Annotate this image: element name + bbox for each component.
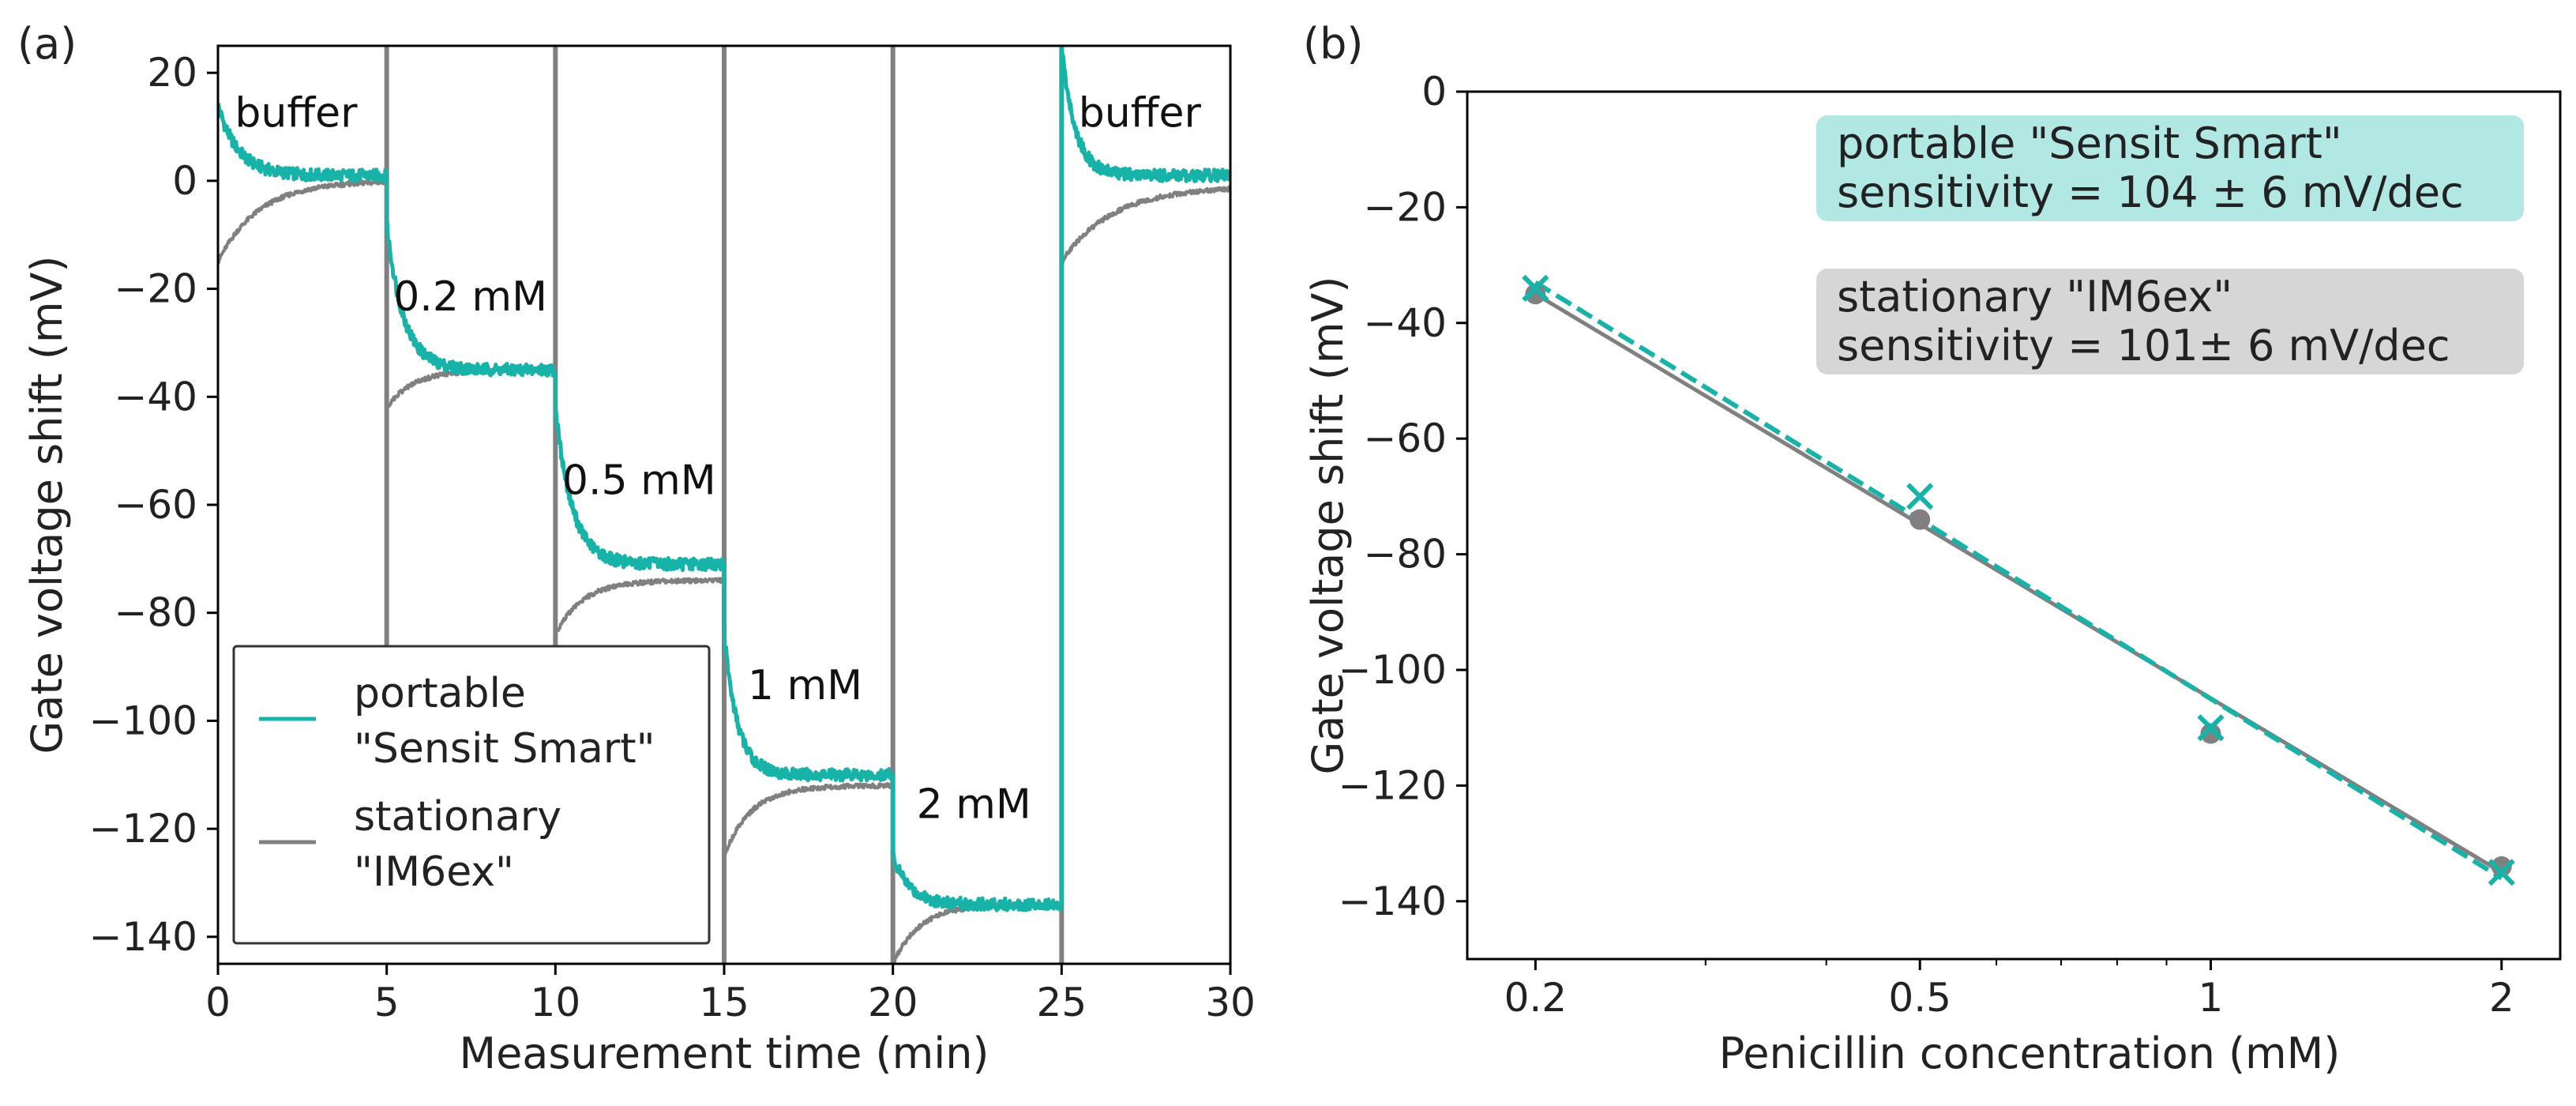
y-tick-label: −80 bbox=[114, 590, 197, 636]
sensitivity-box-stationary-line2: sensitivity = 101± 6 mV/dec bbox=[1837, 321, 2450, 371]
data-point-portable bbox=[1906, 483, 1934, 510]
legend-box bbox=[232, 645, 711, 945]
panel-a-data bbox=[218, 46, 1230, 964]
x-tick-label: 2 bbox=[2489, 975, 2514, 1021]
x-tick-label: 30 bbox=[1205, 980, 1256, 1025]
y-tick-label: −140 bbox=[89, 914, 197, 960]
x-tick-label: 5 bbox=[374, 980, 400, 1025]
panel-a-x-axis-label: Measurement time (min) bbox=[459, 1029, 989, 1078]
y-tick-label: −60 bbox=[1363, 416, 1447, 461]
y-tick-label: −20 bbox=[1363, 184, 1447, 230]
panel-a-ticks: 0 5 10 15 20 25 30 20 0 −20 −40 −60 −80 −100 −120 −140 bbox=[89, 50, 1256, 1025]
y-tick-label: −40 bbox=[114, 374, 197, 419]
x-tick-label: 1 bbox=[2199, 975, 2224, 1021]
x-tick-label: 0.2 bbox=[1504, 975, 1568, 1021]
panel-a-chart: (a) buffer 0.2 mM 0.5 mM 1 mM 2 mM buffer 0 5 1… bbox=[17, 19, 1256, 1078]
data-point-portable bbox=[2197, 714, 2225, 742]
panel-a-legend: portable "Sensit Smart" stationary "IM6e… bbox=[232, 645, 711, 945]
concentration-annotation: 1 mM bbox=[748, 662, 862, 709]
y-tick-label: 0 bbox=[1421, 69, 1447, 115]
y-tick-label: −60 bbox=[114, 482, 197, 528]
fit-line-stationary bbox=[1534, 292, 2503, 875]
y-tick-label: −20 bbox=[114, 266, 197, 312]
data-point-stationary bbox=[2200, 723, 2221, 744]
x-tick-label: 0.5 bbox=[1888, 975, 1951, 1021]
x-tick-label: 15 bbox=[699, 980, 749, 1025]
x-tick-label: 10 bbox=[531, 980, 581, 1025]
data-point-stationary bbox=[1909, 509, 1931, 530]
data-point-portable bbox=[1522, 274, 1549, 303]
data-point-stationary bbox=[1525, 284, 1546, 305]
y-tick-label: 0 bbox=[172, 158, 197, 204]
sensitivity-box-portable-line1: portable "Sensit Smart" bbox=[1837, 118, 2342, 168]
sensitivity-box-stationary bbox=[1816, 269, 2524, 374]
concentration-annotation: buffer bbox=[1079, 90, 1202, 137]
panel-a-annotations: buffer 0.2 mM 0.5 mM 1 mM 2 mM buffer bbox=[235, 90, 1201, 829]
panel-b-frame bbox=[1466, 90, 2562, 961]
panel-b-data bbox=[1522, 274, 2515, 886]
panel-b-y-axis-label: Gate voltage shift (mV) bbox=[1303, 276, 1353, 775]
concentration-annotation: buffer bbox=[235, 90, 358, 137]
y-tick-label: 20 bbox=[147, 50, 197, 96]
panel-b-ticks: 0.2 0.5 1 2 0 −20 −40 −60 −80 −100 −120 −140 bbox=[1339, 69, 2514, 1021]
x-tick-label: 25 bbox=[1037, 980, 1087, 1025]
panel-b-chart: (b) portable "Sensit Smart" sensitivity … bbox=[1303, 19, 2562, 1078]
y-tick-label: −40 bbox=[1363, 300, 1447, 346]
sensitivity-box-stationary-line1: stationary "IM6ex" bbox=[1837, 272, 2232, 322]
panel-a-label: (a) bbox=[17, 19, 77, 69]
panel-b-label: (b) bbox=[1303, 19, 1363, 69]
fit-line-portable bbox=[1534, 280, 2503, 881]
y-tick-label: −80 bbox=[1363, 532, 1447, 577]
y-tick-label: −140 bbox=[1339, 878, 1447, 924]
panel-b-x-axis-label: Penicillin concentration (mM) bbox=[1719, 1029, 2341, 1078]
data-point-stationary bbox=[2491, 856, 2512, 877]
legend-label-stationary-line1: stationary bbox=[354, 793, 561, 841]
y-tick-label: −100 bbox=[89, 698, 197, 743]
x-tick-label: 20 bbox=[868, 980, 918, 1025]
concentration-annotation: 0.2 mM bbox=[393, 273, 547, 321]
concentration-annotation: 2 mM bbox=[917, 781, 1031, 828]
sensitivity-box-portable bbox=[1816, 115, 2524, 221]
x-tick-label: 0 bbox=[205, 980, 231, 1025]
legend-label-stationary-line2: "IM6ex" bbox=[354, 848, 514, 896]
sensitivity-box-portable-line2: sensitivity = 104 ± 6 mV/dec bbox=[1837, 167, 2464, 217]
y-tick-label: −120 bbox=[89, 806, 197, 852]
legend-label-portable-line2: "Sensit Smart" bbox=[354, 725, 655, 773]
concentration-annotation: 0.5 mM bbox=[562, 457, 716, 504]
panel-a-y-axis-label: Gate voltage shift (mV) bbox=[22, 256, 72, 754]
legend-label-portable-line1: portable bbox=[354, 670, 526, 717]
y-tick-label: −100 bbox=[1339, 647, 1447, 693]
y-tick-label: −120 bbox=[1339, 762, 1447, 808]
series-portable-trace bbox=[218, 46, 1230, 912]
data-point-portable bbox=[2488, 859, 2515, 886]
